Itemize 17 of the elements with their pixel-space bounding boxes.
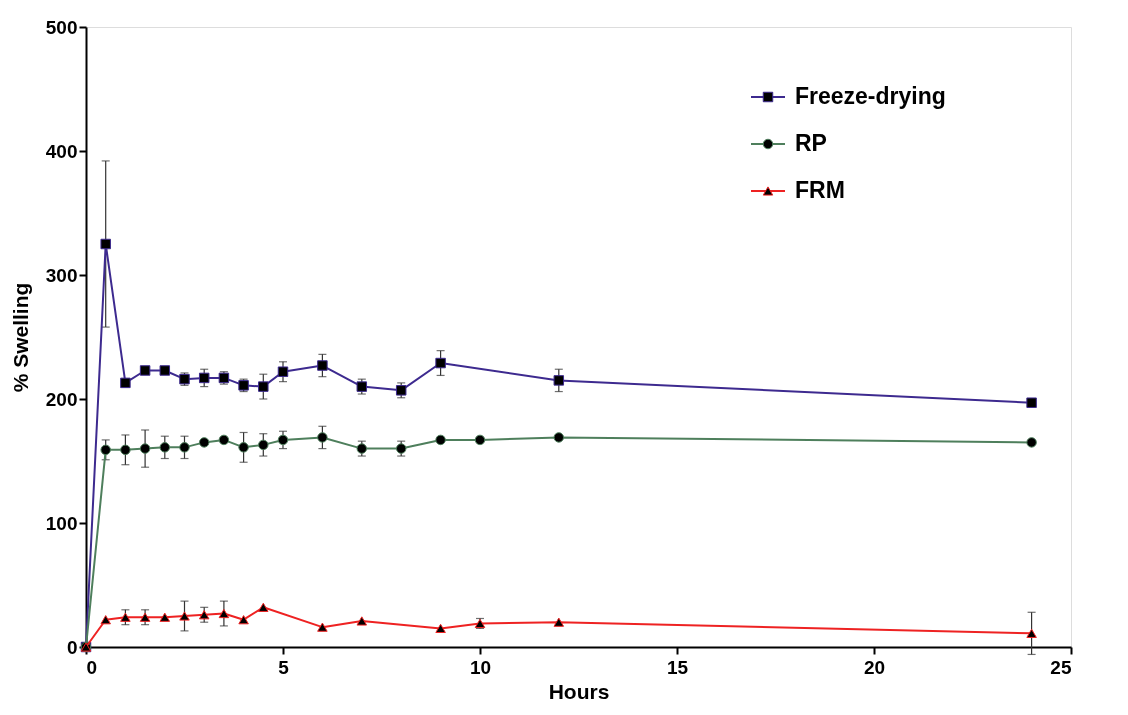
legend-label: FRM — [795, 177, 845, 203]
legend-label: Freeze-drying — [795, 83, 946, 109]
y-tick-label: 100 — [45, 512, 78, 534]
x-tick-label: 25 — [1050, 656, 1072, 678]
x-tick-label: 15 — [666, 656, 689, 678]
y-tick-label: 0 — [66, 636, 78, 658]
y-tick-label: 300 — [45, 264, 78, 286]
x-tick-label: 0 — [86, 656, 98, 678]
y-axis-title: % Swelling — [8, 282, 32, 393]
y-tick-label: 500 — [45, 16, 78, 38]
legend-label: RP — [795, 130, 827, 156]
x-tick-label: 20 — [863, 656, 886, 678]
y-tick-label: 200 — [45, 388, 78, 410]
x-axis-title: Hours — [548, 679, 610, 703]
y-tick-label: 400 — [45, 140, 78, 162]
x-tick-label: 5 — [278, 656, 290, 678]
x-tick-label: 10 — [469, 656, 492, 678]
